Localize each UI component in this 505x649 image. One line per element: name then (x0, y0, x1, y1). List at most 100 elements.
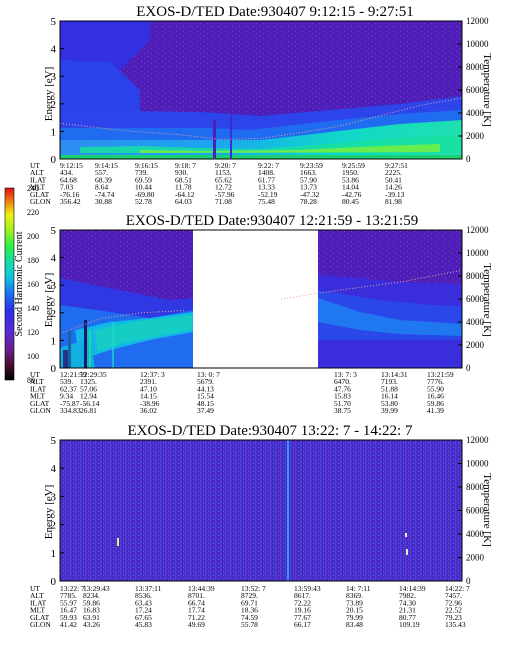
orbit-table-cell: 57.90 (300, 175, 317, 184)
orbit-table-cell: 13:22: 7 (60, 584, 85, 593)
panel-1-right-ticks: 0 2000 4000 6000 8000 10000 12000 (458, 16, 489, 164)
energy-tick-label: 2 (51, 520, 57, 532)
orbit-row-label: GLAT (30, 399, 50, 408)
orbit-table-cell: -69.80 (135, 190, 155, 199)
orbit-table-cell: 12.94 (80, 392, 97, 401)
panel-1-y2label: Temperature [K] (481, 53, 493, 126)
orbit-row-label: ALT (30, 168, 44, 177)
temperature-tick-label: 0 (466, 363, 471, 373)
orbit-table-cell: 81.98 (385, 197, 402, 206)
orbit-table-cell: 9:25:59 (342, 161, 365, 170)
orbit-table-cell: 8729. (241, 591, 258, 600)
orbit-table-cell: 930. (175, 168, 188, 177)
orbit-table-cell: 16.46 (427, 392, 444, 401)
temperature-tick-label: 10000 (466, 39, 489, 49)
orbit-table-cell: 14.26 (385, 183, 402, 192)
orbit-table-cell: 14.15 (140, 392, 157, 401)
orbit-table-cell: 69.59 (135, 175, 152, 184)
orbit-table-cell: 8617. (294, 591, 311, 600)
orbit-row-label: ALT (30, 377, 44, 386)
orbit-table-cell: 13:37:11 (135, 584, 162, 593)
orbit-table-cell: 14.04 (342, 183, 359, 192)
colorbar-tick-label: 120 (27, 328, 39, 337)
orbit-table-cell: 67.65 (135, 613, 152, 622)
orbit-row-label: ILAT (30, 598, 47, 607)
colorbar-tick-label: 220 (27, 208, 39, 217)
orbit-table-cell: 50.41 (385, 175, 402, 184)
orbit-table-cell: 9:12:15 (60, 161, 83, 170)
orbit-table-cell: 55.78 (241, 620, 258, 629)
orbit-table-cell: 13:29:43 (83, 584, 110, 593)
colorbar: Second Harmonic Current 80 100 120 140 160 18… (4, 184, 39, 385)
orbit-table-cell: 10.44 (135, 183, 152, 192)
panel-2-y2label: Temperature [K] (481, 263, 493, 336)
orbit-table-cell: -42.76 (342, 190, 362, 199)
orbit-table-cell: 9:27:51 (385, 161, 408, 170)
orbit-table-cell: 13:44:39 (188, 584, 215, 593)
orbit-table-cell: 74.30 (399, 598, 416, 607)
energy-tick-label: 2 (51, 99, 57, 111)
panel-2-spectrogram (59, 230, 463, 368)
orbit-table-cell: 13.73 (300, 183, 317, 192)
orbit-table-cell: 13:52: 7 (241, 584, 266, 593)
orbit-table-cell: 64.03 (175, 197, 192, 206)
panel-2-left-ticks: 0 1 2 3 4 5 (51, 225, 64, 375)
orbit-table-cell: 16.47 (60, 606, 77, 615)
orbit-table-cell: 22.52 (445, 606, 462, 615)
panel-3: EXOS-D/TED Date:930407 13:22: 7 - 14:22:… (30, 423, 493, 629)
orbit-table-cell: 434. (60, 168, 73, 177)
orbit-table-cell: 48.15 (197, 399, 214, 408)
orbit-table-cell: 79.99 (346, 613, 363, 622)
orbit-table-cell: 334.83 (60, 406, 81, 415)
orbit-table-cell: 13:21:59 (427, 370, 454, 379)
energy-tick-label: 1 (51, 548, 57, 560)
orbit-table-cell: 80.45 (342, 197, 359, 206)
orbit-table-cell: 12.72 (215, 183, 232, 192)
orbit-row-label: UT (30, 584, 40, 593)
panel-1: EXOS-D/TED Date:930407 9:12:15 - 9:27:51… (30, 4, 493, 206)
panel-1-left-ticks: 0 1 2 3 4 5 (51, 16, 64, 166)
orbit-row-label: GLAT (30, 613, 50, 622)
orbit-table-cell: 15.54 (197, 392, 214, 401)
orbit-table-cell: 16.83 (83, 606, 100, 615)
orbit-table-cell: 37.49 (197, 406, 214, 415)
orbit-table-cell: 68.39 (95, 175, 112, 184)
orbit-table-cell: -64.12 (175, 190, 195, 199)
orbit-table-cell: 7193. (381, 377, 398, 386)
orbit-table-cell: 13.33 (258, 183, 275, 192)
colorbar-tick-label: 80 (27, 376, 35, 385)
orbit-table-cell: 7.03 (60, 183, 73, 192)
panel-2-temperature-trace-right (281, 269, 463, 300)
panel-3-left-ticks: 0 1 2 3 4 5 (51, 435, 64, 588)
orbit-table-cell: 7982. (399, 591, 416, 600)
orbit-table-cell: 63.43 (135, 598, 152, 607)
energy-tick-label: 0 (51, 576, 57, 588)
energy-tick-label: 4 (51, 463, 57, 475)
orbit-table-cell: 11.78 (175, 183, 192, 192)
orbit-table-cell: 61.77 (258, 175, 275, 184)
orbit-table-cell: 1663. (300, 168, 317, 177)
orbit-table-cell: 8234. (83, 591, 100, 600)
orbit-table-cell: 66.17 (294, 620, 311, 629)
temperature-tick-label: 2000 (466, 131, 485, 141)
orbit-table-cell: 739. (135, 168, 148, 177)
orbit-row-label: GLON (30, 406, 51, 415)
orbit-table-cell: 53.86 (342, 175, 359, 184)
temperature-tick-label: 12000 (466, 16, 489, 26)
temperature-tick-label: 0 (466, 576, 471, 586)
panel-1-title: EXOS-D/TED Date:930407 9:12:15 - 9:27:51 (136, 4, 413, 20)
orbit-row-label: ILAT (30, 175, 47, 184)
orbit-table-cell: 78.28 (300, 197, 317, 206)
orbit-table-cell: 19.16 (294, 606, 311, 615)
colorbar-label: Second Harmonic Current (14, 231, 25, 336)
orbit-table-cell: 356.42 (60, 197, 81, 206)
temperature-tick-label: 6000 (466, 506, 485, 516)
orbit-table-cell: 26.81 (80, 406, 97, 415)
energy-tick-label: 5 (51, 225, 57, 237)
colorbar-tick-label: 240 (27, 184, 39, 193)
orbit-table-cell: 13: 0: 7 (197, 370, 220, 379)
orbit-table-cell: 72.96 (445, 598, 462, 607)
orbit-table-cell: 41.39 (427, 406, 444, 415)
temperature-tick-label: 4000 (466, 529, 485, 539)
orbit-table-cell: 74.59 (241, 613, 258, 622)
